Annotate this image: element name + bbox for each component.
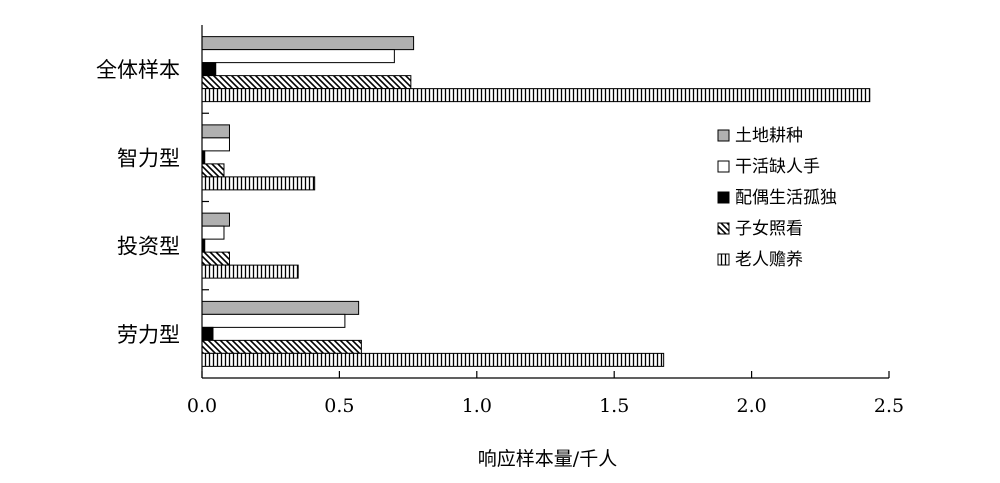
x-tick-label: 0.0 xyxy=(187,395,217,417)
legend-label: 老人赡养 xyxy=(735,250,803,270)
x-tick-label: 2.0 xyxy=(736,395,766,417)
bar-series-5 xyxy=(201,176,316,191)
bar-series-1 xyxy=(201,300,360,315)
bar-series-5 xyxy=(201,264,299,279)
bar-series-5 xyxy=(201,352,665,367)
x-tick-label: 0.5 xyxy=(324,395,354,417)
bar-series-5 xyxy=(201,88,871,103)
bar-series-3 xyxy=(201,326,214,341)
legend-swatch xyxy=(717,129,730,142)
legend-label: 土地耕种 xyxy=(735,126,803,146)
bar-series-2 xyxy=(201,49,395,64)
category-label: 劳力型 xyxy=(117,323,180,347)
category-label: 全体样本 xyxy=(96,58,180,82)
bar-series-1 xyxy=(201,36,415,51)
y-ticks xyxy=(202,112,209,291)
x-ticks: 0.0 0.5 1.0 1.5 2.0 2.5 xyxy=(187,371,904,417)
x-tick-label: 1.5 xyxy=(599,395,629,417)
legend-label: 配偶生活孤独 xyxy=(735,188,837,208)
bar-series-3 xyxy=(201,62,217,77)
x-tick-label: 2.5 xyxy=(874,395,904,417)
bar-series-1 xyxy=(201,124,230,139)
bar-series-2 xyxy=(201,225,225,240)
legend-swatch xyxy=(717,222,730,235)
bar-series-2 xyxy=(201,137,230,152)
x-tick-label: 1.0 xyxy=(462,395,492,417)
category-label: 智力型 xyxy=(117,146,180,170)
bar-series-2 xyxy=(201,313,346,328)
x-axis-title: 响应样本量/千人 xyxy=(478,448,617,470)
legend-swatch xyxy=(717,160,730,173)
bar-series-4 xyxy=(201,251,230,266)
bar-series-4 xyxy=(201,163,225,178)
category-label: 投资型 xyxy=(117,235,180,259)
bar-series-1 xyxy=(201,212,230,227)
legend-label: 子女照看 xyxy=(735,219,803,239)
legend-label: 干活缺人手 xyxy=(735,157,820,177)
legend-swatch xyxy=(717,253,730,266)
bar-series-4 xyxy=(201,75,412,90)
legend-swatch xyxy=(717,191,730,204)
bar-series-4 xyxy=(201,339,362,354)
